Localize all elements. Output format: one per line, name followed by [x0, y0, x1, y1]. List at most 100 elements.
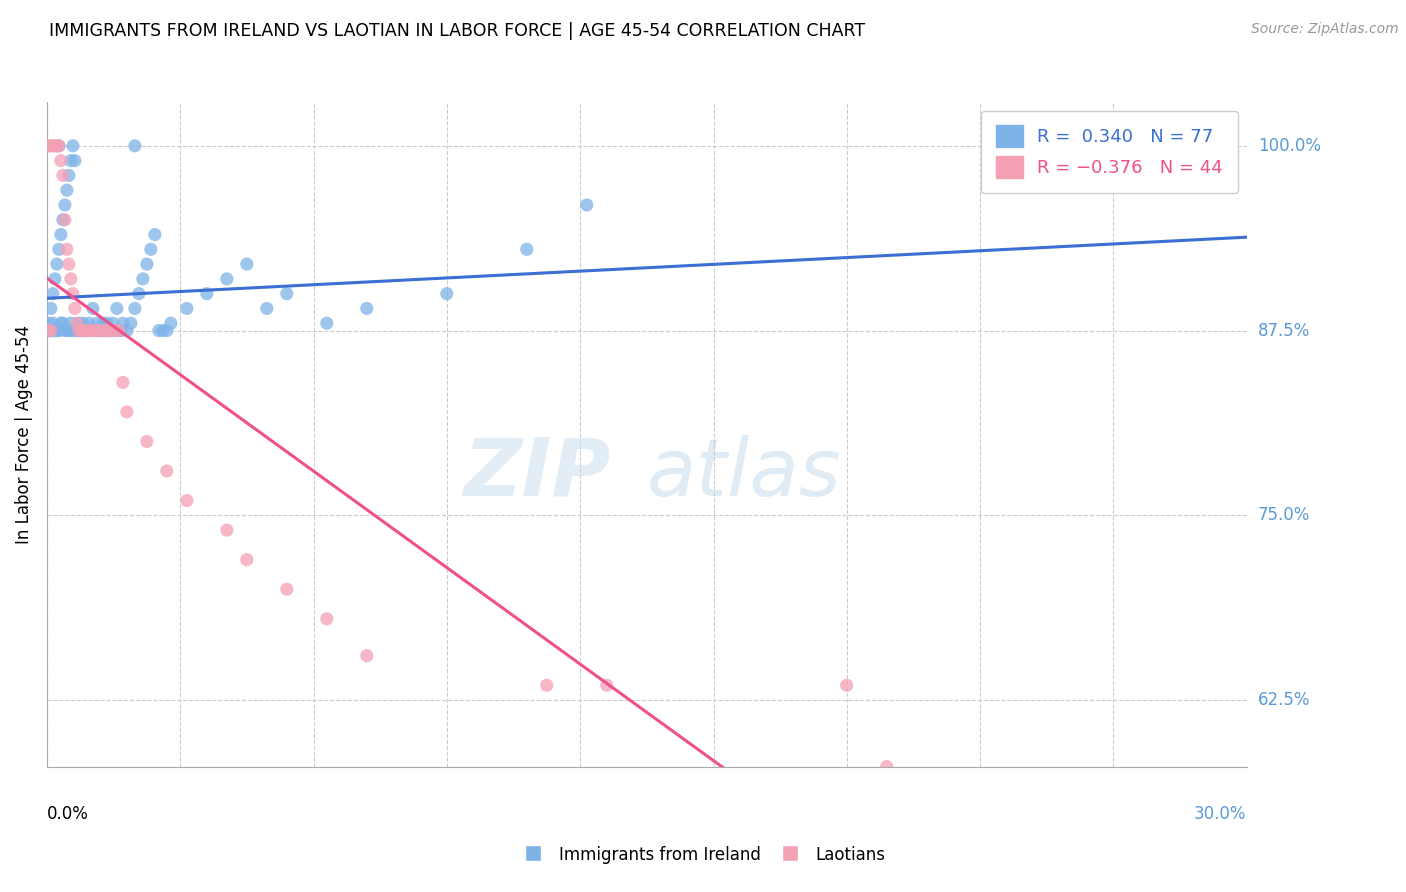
- Point: [94, 324, 117, 338]
- Point: [39, 301, 62, 316]
- Point: [56, 242, 79, 256]
- Point: [176, 301, 198, 316]
- Point: [70, 324, 93, 338]
- Point: [53, 324, 76, 338]
- Point: [120, 316, 142, 330]
- Point: [276, 582, 298, 597]
- Point: [48, 242, 70, 256]
- Point: [48, 139, 70, 153]
- Text: 0.0%: 0.0%: [46, 805, 89, 823]
- Point: [58, 324, 80, 338]
- Point: [77, 316, 100, 330]
- Point: [596, 678, 619, 692]
- Text: 62.5%: 62.5%: [1258, 691, 1310, 709]
- Point: [53, 198, 76, 212]
- Point: [62, 286, 84, 301]
- Point: [111, 376, 134, 390]
- Point: [66, 324, 89, 338]
- Point: [276, 286, 298, 301]
- Point: [48, 139, 70, 153]
- Text: 75.0%: 75.0%: [1258, 507, 1310, 524]
- Point: [86, 316, 108, 330]
- Point: [104, 324, 127, 338]
- Point: [100, 324, 122, 338]
- Point: [44, 324, 66, 338]
- Point: [59, 272, 82, 286]
- Point: [115, 405, 138, 419]
- Point: [87, 324, 110, 338]
- Point: [356, 648, 378, 663]
- Point: [59, 316, 82, 330]
- Point: [67, 324, 90, 338]
- Point: [49, 227, 72, 242]
- Point: [44, 272, 66, 286]
- Point: [87, 324, 110, 338]
- Point: [49, 153, 72, 168]
- Text: atlas: atlas: [647, 435, 841, 513]
- Point: [139, 242, 162, 256]
- Point: [80, 324, 103, 338]
- Point: [152, 324, 174, 338]
- Point: [73, 324, 96, 338]
- Point: [42, 286, 65, 301]
- Point: [63, 324, 86, 338]
- Point: [215, 272, 238, 286]
- Text: 30.0%: 30.0%: [1194, 805, 1247, 823]
- Point: [143, 227, 166, 242]
- Point: [83, 324, 105, 338]
- Point: [236, 552, 259, 566]
- Point: [101, 316, 124, 330]
- Point: [115, 324, 138, 338]
- Point: [256, 301, 278, 316]
- Point: [108, 324, 131, 338]
- Point: [90, 324, 112, 338]
- Point: [45, 139, 67, 153]
- Legend: Immigrants from Ireland, Laotians: Immigrants from Ireland, Laotians: [513, 838, 893, 871]
- Point: [72, 316, 94, 330]
- Point: [73, 324, 96, 338]
- Point: [97, 324, 120, 338]
- Point: [38, 324, 60, 338]
- Point: [52, 169, 75, 183]
- Text: IMMIGRANTS FROM IRELAND VS LAOTIAN IN LABOR FORCE | AGE 45-54 CORRELATION CHART: IMMIGRANTS FROM IRELAND VS LAOTIAN IN LA…: [49, 22, 865, 40]
- Point: [52, 316, 75, 330]
- Point: [135, 257, 157, 271]
- Point: [58, 257, 80, 271]
- Point: [111, 316, 134, 330]
- Point: [67, 316, 90, 330]
- Point: [108, 324, 131, 338]
- Point: [83, 324, 105, 338]
- Point: [176, 493, 198, 508]
- Point: [96, 316, 118, 330]
- Y-axis label: In Labor Force | Age 45-54: In Labor Force | Age 45-54: [15, 325, 32, 543]
- Point: [42, 139, 65, 153]
- Point: [38, 324, 60, 338]
- Point: [66, 316, 89, 330]
- Point: [215, 523, 238, 537]
- Point: [39, 324, 62, 338]
- Point: [135, 434, 157, 449]
- Point: [39, 324, 62, 338]
- Point: [128, 286, 150, 301]
- Text: Source: ZipAtlas.com: Source: ZipAtlas.com: [1251, 22, 1399, 37]
- Point: [62, 324, 84, 338]
- Point: [835, 678, 858, 692]
- Point: [100, 324, 122, 338]
- Point: [59, 153, 82, 168]
- Point: [56, 183, 79, 197]
- Point: [148, 324, 170, 338]
- Point: [52, 212, 75, 227]
- Point: [42, 316, 65, 330]
- Point: [315, 316, 337, 330]
- Point: [58, 169, 80, 183]
- Point: [62, 139, 84, 153]
- Point: [72, 324, 94, 338]
- Point: [76, 324, 98, 338]
- Point: [105, 301, 128, 316]
- Point: [49, 316, 72, 330]
- Point: [56, 324, 79, 338]
- Point: [91, 324, 114, 338]
- Point: [63, 301, 86, 316]
- Text: 87.5%: 87.5%: [1258, 322, 1310, 340]
- Legend: R =  0.340   N = 77, R = −0.376   N = 44: R = 0.340 N = 77, R = −0.376 N = 44: [981, 111, 1237, 193]
